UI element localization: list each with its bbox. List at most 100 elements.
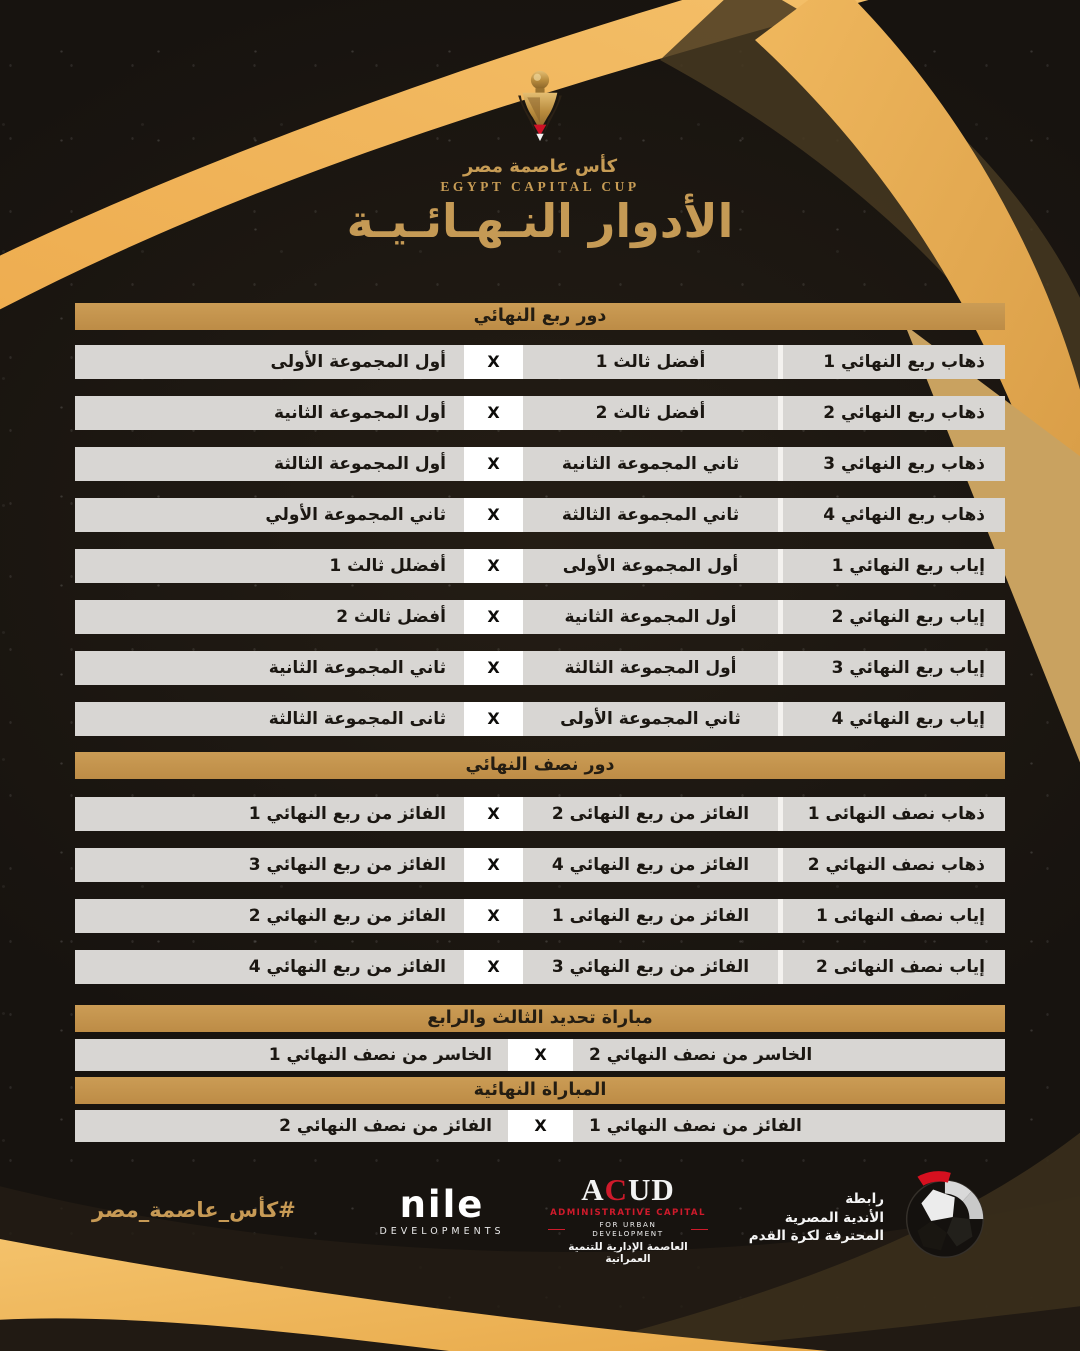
acud-logo-name: ACUD [548,1174,708,1205]
acud-letter: D [651,1172,675,1207]
match-row: أول المجموعة الأولى X أفضل ثالث 1 ذهاب ر… [75,345,1005,379]
cell-divider [778,600,783,634]
team1-cell: ثاني المجموعة الثالثة [523,498,778,532]
acud-arabic: العاصمة الإدارية للتنمية العمرانية [568,1241,688,1265]
versus-x: X [464,899,523,933]
team2-cell: أفضلل ثالث 1 [75,549,464,583]
match-row: ثاني المجموعة الأولي X ثاني المجموعة الث… [75,498,1005,532]
match-label: إياب ربع النهائي 4 [783,702,1005,736]
cell-divider [778,899,783,933]
association-line: رابطة [845,1190,884,1207]
cell-divider [778,549,783,583]
versus-x: X [464,950,523,984]
match-label: ذهاب ربع النهائي 3 [783,447,1005,481]
team2-cell: الخاسر من نصف النهائي 1 [75,1039,508,1071]
team2-cell: الفائز من ربع النهائي 4 [75,950,464,984]
cell-divider [778,848,783,882]
match-row: ثانى المجموعة الثالثة X ثاني المجموعة ال… [75,702,1005,736]
trophy-icon [518,70,562,142]
match-row: الفائز من ربع النهائي 3 X الفائز من ربع … [75,848,1005,882]
team2-cell: ثاني المجموعة الثانية [75,651,464,685]
pro-clubs-association-logo: رابطة الأندية المصرية المحترفة لكرة القد… [749,1164,996,1272]
match-row: الخاسر من نصف النهائي 1 X الخاسر من نصف … [75,1039,1005,1071]
team1-cell: ثاني المجموعة الثانية [523,447,778,481]
bracket-table: دور ربع النهائي أول المجموعة الأولى X أف… [75,303,1005,1142]
versus-x: X [464,549,523,583]
nile-logo-subtitle: DEVELOPMENTS [379,1226,505,1237]
team2-cell: ثانى المجموعة الثالثة [75,702,464,736]
association-name: رابطة الأندية المصرية المحترفة لكرة القد… [749,1190,884,1247]
nile-developments-logo: nile DEVELOPMENTS [362,1186,522,1237]
match-row: الفائز من ربع النهائي 2 X الفائز من ربع … [75,899,1005,933]
versus-x: X [464,702,523,736]
section-header-quarterfinal: دور ربع النهائي [75,303,1005,330]
acud-letter: C [604,1172,628,1207]
team1-cell: الفائز من ربع النهائى 1 [523,899,778,933]
versus-x: X [464,600,523,634]
acud-line1: ADMINISTRATIVE CAPITAL [550,1208,706,1218]
team2-cell: أول المجموعة الثانية [75,396,464,430]
team2-cell: الفائز من ربع النهائي 1 [75,797,464,831]
team1-cell: الفائز من ربع النهائي 4 [523,848,778,882]
match-label: ذهاب ربع النهائي 2 [783,396,1005,430]
match-label: ذهاب نصف النهائي 2 [783,848,1005,882]
nile-logo-name: nile [399,1183,485,1226]
section-header-final: المباراة النهائية [75,1077,1005,1104]
association-line: الأندية المصرية [784,1209,884,1226]
match-row: ثاني المجموعة الثانية X أول المجموعة الث… [75,651,1005,685]
tournament-logo: كأس عاصمة مصر EGYPT CAPITAL CUP [0,70,1080,195]
cell-divider [778,702,783,736]
acud-letter: U [628,1172,652,1207]
cell-divider [778,651,783,685]
match-row: الفائز من ربع النهائي 4 X الفائز من ربع … [75,950,1005,984]
versus-x: X [464,848,523,882]
team1-cell: الخاسر من نصف النهائي 2 [573,1039,1005,1071]
football-icon [905,1171,984,1259]
match-row: أول المجموعة الثالثة X ثاني المجموعة الث… [75,447,1005,481]
association-line: المحترفة لكرة القدم [748,1228,884,1245]
versus-x: X [464,345,523,379]
cell-divider [778,498,783,532]
match-label: إياب ربع النهائي 1 [783,549,1005,583]
match-label: ذهاب نصف النهائى 1 [783,797,1005,831]
acud-logo: ACUD ADMINISTRATIVE CAPITAL FOR URBAN DE… [548,1174,708,1265]
logo-arabic-name: كأس عاصمة مصر [462,156,618,177]
acud-line2-text: FOR URBAN DEVELOPMENT [592,1220,664,1238]
team1-cell: أفضل ثالث 1 [523,345,778,379]
match-row: الفائز من ربع النهائي 1 X الفائز من ربع … [75,797,1005,831]
red-rule [690,1228,708,1230]
team1-cell: أول المجموعة الثالثة [523,651,778,685]
versus-x: X [508,1039,573,1071]
team2-cell: الفائز من نصف النهائي 2 [75,1110,508,1142]
match-label: ذهاب ربع النهائي 4 [783,498,1005,532]
match-label: إياب ربع النهائي 3 [783,651,1005,685]
team2-cell: الفائز من ربع النهائي 2 [75,899,464,933]
team1-cell: الفائز من نصف النهائي 1 [573,1110,1005,1142]
team2-cell: ثاني المجموعة الأولي [75,498,464,532]
match-label: إياب نصف النهائى 1 [783,899,1005,933]
acud-letter: A [581,1172,605,1207]
match-row: أول المجموعة الثانية X أفضل ثالث 2 ذهاب … [75,396,1005,430]
team2-cell: أفضل ثالث 2 [75,600,464,634]
cell-divider [778,950,783,984]
team1-cell: أول المجموعة الثانية [523,600,778,634]
team2-cell: أول المجموعة الأولى [75,345,464,379]
cell-divider [778,345,783,379]
team2-cell: أول المجموعة الثالثة [75,447,464,481]
versus-x: X [464,447,523,481]
match-row: أفضل ثالث 2 X أول المجموعة الثانية إياب … [75,600,1005,634]
match-label: ذهاب ربع النهائي 1 [783,345,1005,379]
team1-cell: الفائز من ربع النهائى 2 [523,797,778,831]
match-row: أفضلل ثالث 1 X أول المجموعة الأولى إياب … [75,549,1005,583]
cell-divider [778,396,783,430]
match-label: إياب ربع النهائي 2 [783,600,1005,634]
cell-divider [778,797,783,831]
cell-divider [778,447,783,481]
versus-x: X [464,498,523,532]
team2-cell: الفائز من ربع النهائي 3 [75,848,464,882]
team1-cell: الفائز من ربع النهائي 3 [523,950,778,984]
versus-x: X [464,797,523,831]
section-header-semifinal: دور نصف النهائي [75,752,1005,779]
page-title: الأدوار النـهـائـيـة [346,194,734,248]
